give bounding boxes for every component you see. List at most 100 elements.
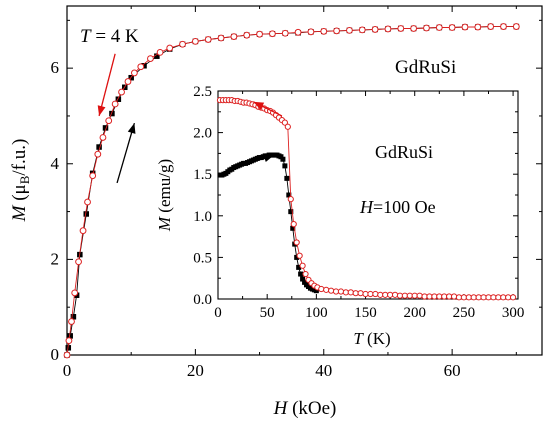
inset-circle-point [337, 288, 345, 295]
main-data-points [63, 23, 520, 359]
main-circle-point [71, 289, 79, 297]
main-circle-point [68, 318, 75, 325]
inset-y-tick-label: 1.5 [193, 167, 212, 183]
inset-circle-point [287, 196, 294, 203]
inset-compound-label: GdRuSi [375, 142, 433, 162]
main-circle-point [105, 117, 113, 125]
inset-y-tick-label: 0.0 [193, 292, 212, 308]
inset-circle-point [318, 285, 325, 293]
inset-ticks: 0 50 100 150 200 250 300 0.0 0.5 1.0 1.5 2.0 2.5 [193, 84, 524, 321]
main-circle-point [130, 69, 138, 77]
main-compound-label: GdRuSi [395, 57, 456, 78]
inset-square-point [294, 254, 300, 260]
inset-square-point [298, 271, 304, 277]
inset-circle-point [416, 292, 423, 299]
inset-circle-point [391, 291, 399, 298]
inset-circle-point [357, 290, 364, 297]
inset-square-point [313, 288, 319, 294]
inset-circle-point [328, 287, 335, 294]
main-circle-point [435, 24, 443, 31]
inset-y-tick-label: 0.5 [193, 250, 212, 266]
inset-circle-point [284, 123, 291, 130]
inset-square-point [296, 264, 302, 270]
inset-arrowhead-right [263, 154, 275, 162]
main-series-line [66, 26, 517, 356]
inset-x-tick-label: 150 [354, 305, 377, 321]
main-plot-frame [66, 5, 543, 356]
field-annotation: H=100 Oe [359, 197, 436, 217]
main-square-point [96, 144, 102, 150]
inset-y-axis-label: M (emu/g) [155, 159, 174, 232]
main-circle-point [191, 37, 199, 45]
inset-square-point [282, 163, 288, 169]
main-circle-point [65, 337, 73, 345]
main-circle-point [204, 36, 212, 43]
main-circle-point [217, 34, 225, 42]
main-square-point [109, 110, 115, 117]
main-y-tick-label: 4 [51, 154, 60, 173]
main-square-point [115, 96, 122, 102]
inset-square-point [300, 276, 306, 282]
inset-circle-point [281, 119, 288, 126]
main-circle-point [410, 25, 418, 32]
main-arrow-down [98, 53, 116, 117]
main-square-point [154, 53, 160, 59]
main-arrow-up [116, 122, 136, 184]
main-circle-point [156, 48, 164, 56]
inset-x-tick-label: 300 [502, 305, 525, 321]
main-circle-point [111, 100, 119, 108]
main-circle-point [294, 28, 302, 36]
main-circle-point [99, 134, 107, 141]
main-circle-point [333, 27, 340, 35]
main-circle-point [500, 23, 507, 30]
main-circle-point [487, 23, 495, 30]
main-circle-point [448, 24, 456, 31]
inset-circle-point [296, 252, 303, 259]
inset-x-tick-label: 100 [305, 305, 328, 321]
main-circle-point [320, 27, 328, 35]
main-circle-point [63, 351, 71, 359]
main-square-point [83, 211, 90, 217]
main-circle-point [89, 172, 97, 180]
main-circle-point [474, 23, 482, 31]
main-arrowhead-down [97, 105, 106, 116]
main-arrowhead-up [127, 123, 136, 134]
main-circle-point [166, 44, 174, 52]
inset-x-tick-label: 0 [214, 305, 222, 321]
main-circle-point [423, 24, 430, 32]
inset-circle-point [509, 294, 517, 301]
main-circle-point [118, 88, 125, 96]
inset-circle-point [450, 293, 458, 300]
main-circle-point [512, 23, 520, 30]
inset-x-tick-label: 200 [403, 305, 426, 321]
inset-circle-point [347, 289, 354, 296]
main-circle-point [84, 198, 91, 206]
inset-square-point [286, 192, 292, 198]
inset-square-point [290, 225, 296, 231]
main-circle-point [346, 26, 353, 34]
inset-circle-point [293, 239, 300, 246]
main-circle-point [384, 25, 392, 33]
inset-square-point [284, 175, 290, 181]
inset-chart: 0 50 100 150 200 250 300 0.0 0.5 1.0 1.5 2.0 2.5 GdR… [155, 84, 524, 348]
main-circle-point [397, 25, 405, 32]
inset-y-tick-label: 2.0 [193, 126, 212, 142]
main-circle-point [461, 23, 469, 31]
main-x-tick-label: 0 [63, 361, 72, 380]
inset-circle-point [302, 270, 309, 278]
main-circle-point [243, 31, 251, 39]
temperature-annotation: T = 4 K [80, 26, 139, 47]
main-circle-point [358, 26, 366, 34]
main-x-tick-label: 60 [444, 361, 461, 380]
main-circle-point [147, 55, 154, 62]
main-x-tick-label: 40 [315, 361, 332, 380]
main-circle-point [371, 26, 379, 33]
inset-y-tick-label: 2.5 [193, 84, 212, 100]
inset-square-point [288, 209, 294, 215]
main-circle-point [256, 30, 263, 38]
main-circle-point [230, 33, 238, 40]
inset-circle-point [323, 286, 330, 293]
main-circle-point [137, 63, 145, 71]
inset-circle-point [372, 290, 379, 298]
